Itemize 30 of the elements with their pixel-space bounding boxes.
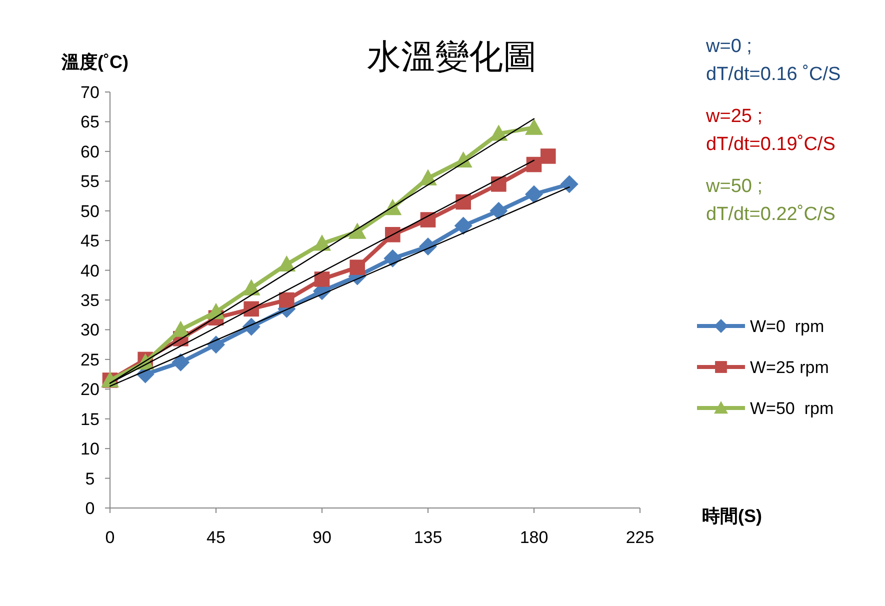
y-tick-label: 5 xyxy=(85,469,95,488)
x-tick-label: 0 xyxy=(105,528,115,547)
y-tick-label: 10 xyxy=(80,440,100,459)
y-tick-label: 15 xyxy=(80,410,100,429)
x-tick-label: 225 xyxy=(626,528,654,547)
x-tick-label: 180 xyxy=(520,528,548,547)
text: w=0 ; dT/dt=0.16 ˚C/S xyxy=(705,36,841,85)
x-tick-label: 90 xyxy=(312,528,332,547)
y-tick-label: 55 xyxy=(80,172,100,192)
y-tick-label: 30 xyxy=(80,320,100,340)
y-tick-label: 0 xyxy=(85,499,95,518)
chart-title: 水溫變化圖 xyxy=(367,38,537,76)
y-axis-title: 溫度(˚C) xyxy=(60,52,128,72)
y-tick-label: 50 xyxy=(80,202,100,221)
y-tick-label: 25 xyxy=(80,350,100,370)
y-tick-label: 20 xyxy=(80,380,100,400)
x-axis-title: 時間(S) xyxy=(702,506,762,526)
legend-label: W=25 rpm xyxy=(750,358,829,377)
y-tick-label: 65 xyxy=(80,112,100,132)
y-tick-label: 40 xyxy=(80,261,100,280)
legend-label: W=50 rpm xyxy=(750,399,834,418)
y-tick-label: 45 xyxy=(80,232,100,251)
y-tick-label: 35 xyxy=(80,291,100,310)
y-tick-label: 60 xyxy=(80,142,100,162)
legend-label: W=0 rpm xyxy=(750,317,824,336)
text: w=25 ; dT/dt=0.19˚C/S xyxy=(705,106,836,155)
y-tick-label: 70 xyxy=(80,83,100,102)
x-tick-label: 135 xyxy=(414,528,442,547)
x-tick-label: 45 xyxy=(206,528,226,547)
text: w=50 ; dT/dt=0.22˚C/S xyxy=(705,176,836,225)
